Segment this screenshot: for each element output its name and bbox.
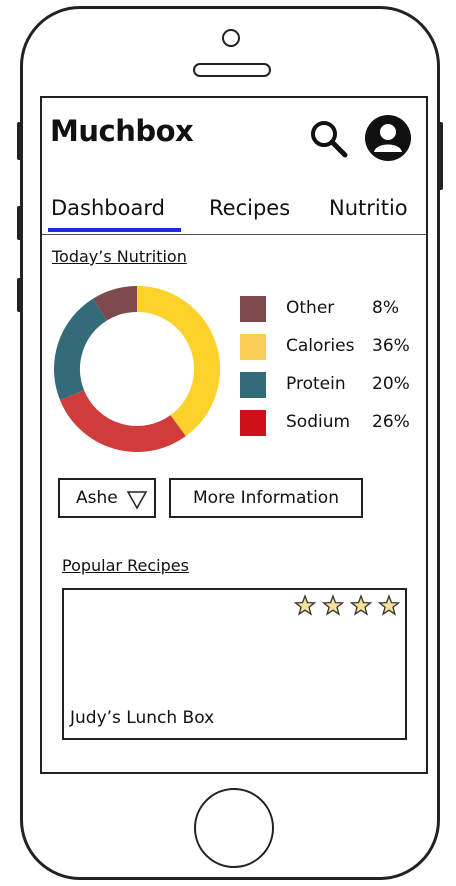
todays-nutrition-title: Today’s Nutrition bbox=[52, 247, 187, 266]
tab-dashboard[interactable]: Dashboard bbox=[51, 196, 165, 220]
search-icon[interactable] bbox=[308, 118, 350, 160]
legend-label-protein: Protein bbox=[286, 374, 346, 394]
star-icon bbox=[293, 594, 317, 616]
legend-value-other: 8% bbox=[372, 298, 399, 318]
donut-segment-sodium bbox=[60, 389, 186, 452]
person-select-dropdown[interactable]: Ashe bbox=[58, 478, 156, 518]
volume-up-button bbox=[17, 206, 23, 240]
legend-row-protein: Protein 20% bbox=[240, 372, 420, 400]
legend-swatch-sodium bbox=[240, 410, 266, 436]
user-profile-icon[interactable] bbox=[364, 114, 412, 162]
front-camera bbox=[222, 29, 240, 47]
legend-swatch-other bbox=[240, 296, 266, 322]
legend-label-sodium: Sodium bbox=[286, 412, 351, 432]
legend-row-calories: Calories 36% bbox=[240, 334, 420, 362]
star-icon bbox=[377, 594, 401, 616]
earpiece-speaker bbox=[193, 63, 271, 77]
home-button[interactable] bbox=[194, 788, 274, 868]
recipe-card[interactable]: Judy’s Lunch Box bbox=[62, 588, 407, 740]
popular-recipes-title: Popular Recipes bbox=[62, 556, 189, 575]
legend-value-sodium: 26% bbox=[372, 412, 410, 432]
legend-value-calories: 36% bbox=[372, 336, 410, 356]
star-icon bbox=[349, 594, 373, 616]
legend-value-protein: 20% bbox=[372, 374, 410, 394]
power-button bbox=[437, 122, 443, 190]
mute-switch bbox=[17, 122, 23, 160]
legend-label-calories: Calories bbox=[286, 336, 355, 356]
active-tab-indicator bbox=[48, 228, 181, 232]
donut-segment-protein bbox=[54, 298, 108, 401]
dropdown-triangle-icon bbox=[126, 491, 148, 510]
more-information-label: More Information bbox=[193, 488, 339, 508]
volume-down-button bbox=[17, 278, 23, 312]
tab-nutrition[interactable]: Nutritio bbox=[329, 196, 408, 220]
legend-label-other: Other bbox=[286, 298, 335, 318]
legend-swatch-protein bbox=[240, 372, 266, 398]
star-rating bbox=[293, 594, 401, 616]
nutrition-donut-chart bbox=[54, 286, 220, 452]
more-information-button[interactable]: More Information bbox=[169, 478, 363, 518]
legend-row-sodium: Sodium 26% bbox=[240, 410, 420, 438]
app-title: Muchbox bbox=[50, 114, 194, 148]
donut-segment-other bbox=[93, 286, 138, 321]
tab-bar: Dashboard Recipes Nutritio bbox=[42, 190, 426, 235]
person-select-value: Ashe bbox=[76, 488, 118, 508]
legend-row-other: Other 8% bbox=[240, 296, 420, 324]
star-icon bbox=[321, 594, 345, 616]
donut-segment-calories bbox=[136, 286, 220, 437]
app-screen: Muchbox Dashboard Recipes Nutritio Today… bbox=[40, 96, 428, 774]
legend-swatch-calories bbox=[240, 334, 266, 360]
recipe-name: Judy’s Lunch Box bbox=[70, 708, 215, 728]
tab-recipes[interactable]: Recipes bbox=[209, 196, 291, 220]
